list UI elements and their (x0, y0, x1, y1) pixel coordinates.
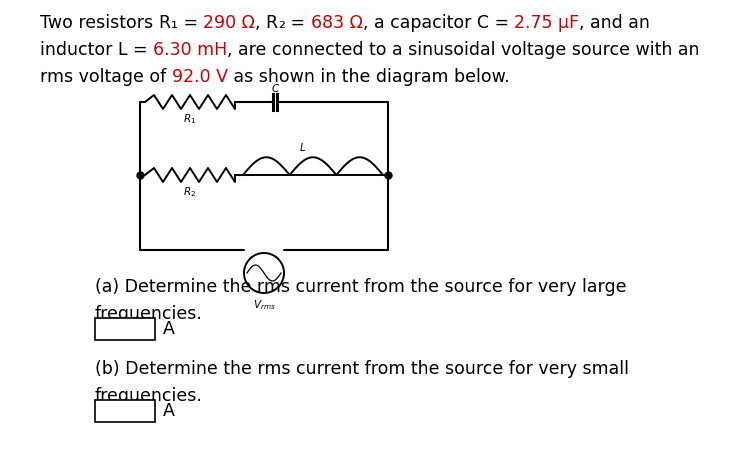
Bar (95, 318, 155, 340)
Text: 290 Ω: 290 Ω (203, 14, 255, 32)
Text: frequencies.: frequencies. (95, 305, 202, 323)
Text: inductor L =: inductor L = (40, 41, 153, 59)
Text: , and an: , and an (579, 14, 650, 32)
Text: =: = (178, 14, 203, 32)
Text: 2.75 μF: 2.75 μF (514, 14, 579, 32)
Text: ₁: ₁ (171, 14, 178, 32)
Text: , are connected to a sinusoidal voltage source with an: , are connected to a sinusoidal voltage … (227, 41, 700, 59)
Text: =: = (285, 14, 310, 32)
Text: $R_2$: $R_2$ (184, 185, 196, 199)
Text: R: R (159, 14, 171, 32)
Text: , a capacitor C =: , a capacitor C = (363, 14, 514, 32)
Text: ₂: ₂ (278, 14, 285, 32)
Text: $V_{rms}$: $V_{rms}$ (253, 298, 275, 312)
Text: (b) Determine the rms current from the source for very small: (b) Determine the rms current from the s… (95, 360, 629, 378)
Text: A: A (163, 320, 175, 338)
Text: C: C (272, 84, 279, 94)
Text: (a) Determine the rms current from the source for very large: (a) Determine the rms current from the s… (95, 278, 626, 296)
Text: 6.30 mH: 6.30 mH (153, 41, 227, 59)
Text: 92.0 V: 92.0 V (172, 68, 228, 86)
Text: Two resistors: Two resistors (40, 14, 159, 32)
Text: as shown in the diagram below.: as shown in the diagram below. (228, 68, 509, 86)
Text: 683 Ω: 683 Ω (310, 14, 363, 32)
Bar (95, 400, 155, 422)
Text: rms voltage of: rms voltage of (40, 68, 172, 86)
Text: $R_1$: $R_1$ (184, 112, 196, 126)
Text: A: A (163, 402, 175, 420)
Text: L: L (300, 143, 306, 153)
Text: , R: , R (255, 14, 278, 32)
Text: frequencies.: frequencies. (95, 387, 202, 405)
